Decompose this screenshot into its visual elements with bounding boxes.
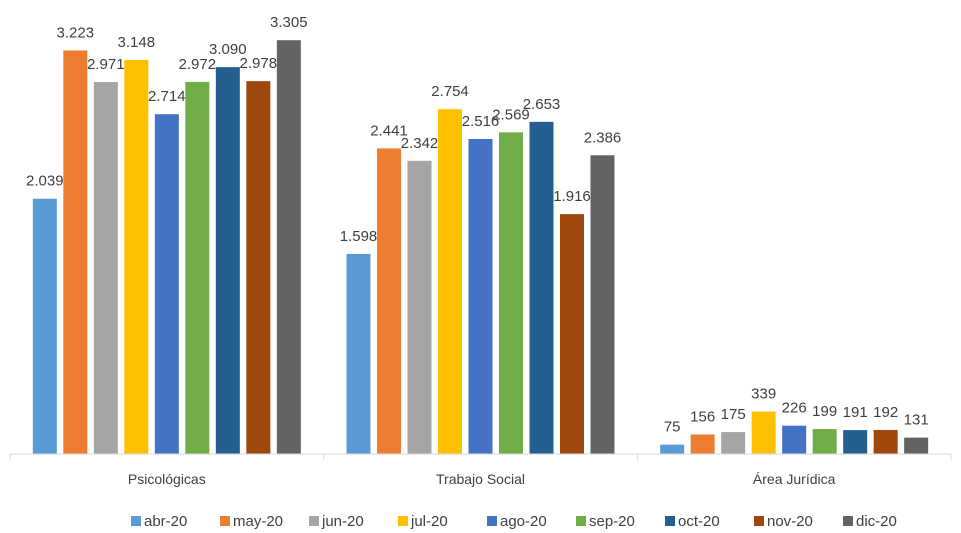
- bar-may-20-2: [377, 148, 401, 455]
- data-label-oct-20-1: 3.090: [209, 41, 247, 58]
- bar-jul-20-1: [124, 59, 149, 455]
- data-label-ago-20-2: 2.516: [462, 113, 500, 130]
- bar-dic-20-3: [904, 437, 929, 454]
- legend-label-sep-20: sep-20: [589, 513, 635, 530]
- bar-ago-20-2: [468, 138, 493, 454]
- legend-swatch-jul-20: [398, 516, 408, 526]
- legend-swatch-dic-20: [843, 516, 853, 526]
- bar-sep-20-2: [499, 132, 523, 454]
- data-label-sep-20-2: 2.569: [492, 106, 530, 123]
- legend-swatch-ago-20: [487, 516, 497, 526]
- data-label-may-20-1: 3.223: [57, 24, 95, 41]
- data-label-jun-20-3: 175: [721, 406, 746, 423]
- bar-abr-20-2: [346, 253, 371, 454]
- bar-abr-20-1: [32, 198, 57, 454]
- legend-label-abr-20: abr-20: [144, 513, 187, 530]
- bar-abr-20-3: [660, 444, 685, 454]
- bar-dic-20-1: [276, 40, 301, 455]
- data-label-jul-20-2: 2.754: [431, 83, 469, 100]
- data-label-nov-20-3: 192: [873, 404, 898, 421]
- data-label-ago-20-1: 2.714: [148, 88, 186, 105]
- bar-oct-20-2: [529, 121, 554, 455]
- category-label-2: Trabajo Social: [436, 471, 525, 487]
- bar-oct-20-1: [215, 67, 240, 454]
- bar-jun-20-3: [721, 432, 746, 454]
- legend-label-jun-20: jun-20: [321, 513, 364, 530]
- data-label-nov-20-1: 2.978: [240, 55, 278, 72]
- bar-oct-20-3: [843, 430, 868, 454]
- value-labels-group: 2.039 3.223 2.971 3.148 2.714 2.9723.0902.978…: [26, 14, 929, 435]
- data-label-jul-20-1: 3.148: [118, 34, 156, 51]
- data-label-abr-20-2: 1.598: [340, 228, 378, 245]
- legend-label-nov-20: nov-20: [767, 513, 813, 530]
- data-label-sep-20-1: 2.972: [179, 56, 217, 73]
- data-label-ago-20-3: 226: [782, 400, 807, 417]
- data-label-may-20-3: 156: [690, 408, 715, 425]
- legend-swatch-jun-20: [309, 516, 319, 526]
- bar-sep-20-1: [185, 81, 210, 454]
- legend-swatch-may-20: [220, 516, 230, 526]
- legend-label-jul-20: jul-20: [410, 513, 448, 530]
- legend-swatch-nov-20: [754, 516, 764, 526]
- data-label-sep-20-3: 199: [812, 403, 837, 420]
- bar-dic-20-2: [590, 155, 615, 454]
- x-axis: Psicológicas Trabajo Social Área Jurídica: [9, 453, 952, 487]
- data-label-jun-20-2: 2.342: [401, 135, 439, 152]
- legend-label-ago-20: ago-20: [500, 513, 547, 530]
- bar-may-20-1: [63, 50, 88, 454]
- data-label-jun-20-1: 2.971: [87, 56, 125, 73]
- legend-swatch-abr-20: [131, 516, 141, 526]
- bar-nov-20-3: [873, 429, 898, 454]
- data-label-oct-20-3: 191: [843, 404, 868, 421]
- bar-sep-20-3: [812, 429, 837, 454]
- data-label-abr-20-1: 2.039: [26, 173, 64, 190]
- legend-label-oct-20: oct-20: [678, 513, 720, 530]
- bar-jul-20-3: [751, 411, 776, 454]
- legend-label-dic-20: dic-20: [856, 513, 897, 530]
- bar-jul-20-2: [438, 109, 462, 454]
- bar-may-20-3: [690, 434, 715, 454]
- bar-ago-20-3: [782, 425, 807, 454]
- bars-group: [32, 40, 929, 455]
- legend-swatch-oct-20: [665, 516, 675, 526]
- legend-label-may-20: may-20: [233, 513, 283, 530]
- data-label-abr-20-3: 75: [664, 419, 681, 436]
- data-label-jul-20-3: 339: [751, 386, 776, 403]
- bar-ago-20-1: [154, 114, 179, 454]
- bar-nov-20-1: [246, 81, 271, 454]
- data-label-nov-20-2: 1.916: [553, 188, 591, 205]
- legend-swatch-sep-20: [576, 516, 586, 526]
- data-label-dic-20-1: 3.305: [270, 14, 308, 31]
- category-label-3: Área Jurídica: [753, 471, 836, 487]
- bar-jun-20-1: [93, 82, 118, 455]
- bar-nov-20-2: [560, 214, 584, 454]
- data-label-may-20-2: 2.441: [370, 122, 408, 139]
- data-label-dic-20-2: 2.386: [584, 129, 622, 146]
- data-label-oct-20-2: 2.653: [523, 96, 561, 113]
- category-label-1: Psicológicas: [128, 471, 206, 487]
- bar-jun-20-2: [407, 160, 432, 454]
- legend: abr-20 may-20 jun-20 jul-20 ago-20 sep-20 oct-…: [131, 513, 897, 530]
- data-label-dic-20-3: 131: [904, 412, 929, 429]
